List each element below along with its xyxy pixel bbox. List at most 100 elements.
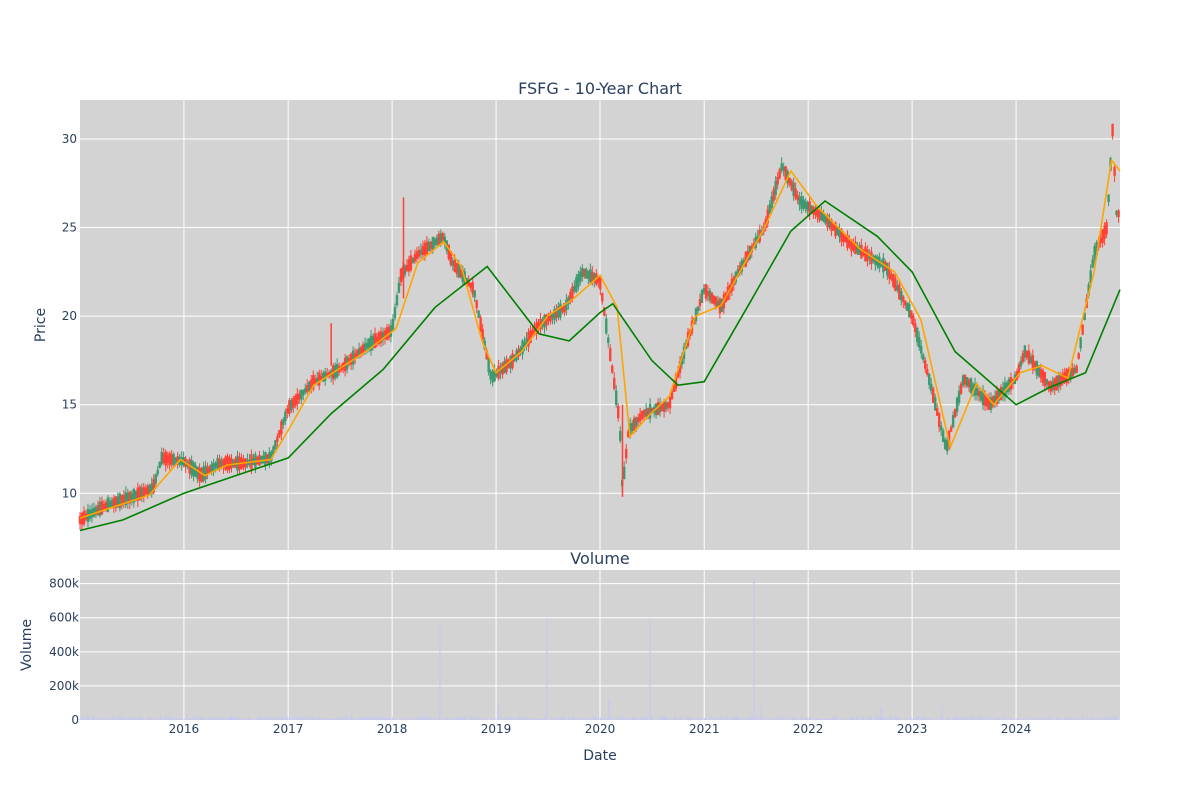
x-tick-label: 2021 bbox=[689, 722, 720, 736]
candle-body bbox=[591, 271, 594, 282]
candle-body bbox=[593, 273, 596, 283]
candle-body bbox=[774, 180, 777, 195]
candle-body bbox=[166, 455, 169, 463]
candle-body bbox=[678, 361, 682, 373]
candle-body bbox=[623, 467, 626, 480]
candle-body bbox=[601, 292, 604, 302]
candle-body bbox=[126, 492, 130, 504]
candle-body bbox=[142, 487, 145, 497]
candle-body bbox=[156, 469, 159, 475]
candle-body bbox=[820, 212, 823, 221]
candle-body bbox=[349, 353, 353, 365]
candle-body bbox=[389, 325, 393, 337]
candle-body bbox=[694, 308, 698, 322]
candle-body bbox=[806, 202, 809, 212]
candle-body bbox=[172, 453, 175, 466]
candle-body bbox=[130, 493, 134, 501]
candle-body bbox=[1073, 367, 1076, 374]
candle-body bbox=[529, 330, 532, 343]
candle-body bbox=[208, 466, 211, 473]
candle-body bbox=[483, 340, 486, 350]
candle-body bbox=[302, 390, 305, 396]
candle-body bbox=[565, 299, 568, 311]
candle-body bbox=[451, 260, 454, 266]
candle-body bbox=[519, 347, 522, 353]
candle-body bbox=[487, 358, 490, 373]
candle-body bbox=[152, 479, 155, 493]
candle-body bbox=[951, 415, 955, 428]
candle-body bbox=[323, 371, 327, 381]
candle-body bbox=[708, 290, 712, 301]
candle-body bbox=[222, 458, 225, 468]
candle-body bbox=[1115, 210, 1118, 216]
candle-body bbox=[511, 353, 514, 368]
candle-body bbox=[485, 350, 488, 360]
candle-body bbox=[306, 385, 309, 392]
candle-body bbox=[453, 259, 456, 272]
candle-body bbox=[118, 493, 122, 509]
candle-body bbox=[961, 375, 965, 386]
candle-body bbox=[112, 498, 116, 508]
candle-body bbox=[579, 271, 582, 282]
price-y-ticks: 10 15 20 25 30 bbox=[62, 132, 77, 500]
candle-body bbox=[421, 246, 425, 256]
candle-body bbox=[385, 327, 389, 340]
x-tick-label: 2020 bbox=[585, 722, 616, 736]
candle-body bbox=[320, 375, 323, 381]
candle-body bbox=[447, 244, 450, 259]
price-y-tick-label: 30 bbox=[62, 132, 77, 146]
candle-body bbox=[698, 299, 702, 306]
candle-body bbox=[413, 253, 417, 262]
candle-body bbox=[800, 196, 803, 210]
candle-body bbox=[864, 246, 867, 262]
volume-y-tick-label: 600k bbox=[49, 611, 79, 625]
candle-body bbox=[220, 460, 223, 467]
candle-body bbox=[780, 163, 783, 170]
candle-body bbox=[571, 286, 574, 299]
candle-body bbox=[858, 245, 861, 255]
candle-body bbox=[465, 277, 468, 284]
volume-x-ticks: 2016 2017 2018 2019 2020 2021 2022 2023 2024 bbox=[169, 722, 1032, 736]
candle-body bbox=[672, 384, 676, 392]
candle-body bbox=[439, 233, 443, 244]
candle-body bbox=[499, 367, 502, 374]
candle-body bbox=[646, 407, 650, 417]
candle-body bbox=[1023, 345, 1027, 358]
candle-body bbox=[288, 400, 291, 414]
candle-body bbox=[589, 269, 592, 283]
x-tick-label: 2024 bbox=[1001, 722, 1032, 736]
candle-body bbox=[650, 407, 654, 414]
candle-body bbox=[409, 255, 413, 271]
candle-body bbox=[276, 436, 279, 442]
candle-body bbox=[355, 350, 359, 358]
candle-body bbox=[300, 389, 303, 400]
candle-body bbox=[210, 464, 213, 473]
candle-body bbox=[840, 228, 843, 242]
x-tick-label: 2017 bbox=[273, 722, 304, 736]
candle-body bbox=[959, 383, 963, 394]
candle-body bbox=[555, 308, 558, 319]
candle-body bbox=[704, 284, 708, 299]
candle-body bbox=[888, 267, 891, 279]
candle-body bbox=[1057, 375, 1060, 388]
candle-body bbox=[810, 205, 813, 214]
candle-body bbox=[985, 397, 989, 407]
candle-body bbox=[611, 365, 614, 373]
candle-body bbox=[433, 239, 437, 246]
candle-body bbox=[890, 273, 893, 280]
candle-body bbox=[846, 234, 849, 249]
candle-body bbox=[296, 393, 299, 405]
candle-body bbox=[218, 458, 221, 468]
candle-body bbox=[977, 391, 981, 397]
candle-body bbox=[1099, 238, 1102, 243]
candle-body bbox=[778, 169, 781, 179]
candle-body bbox=[318, 372, 321, 386]
candle-body bbox=[104, 502, 108, 510]
candle-body bbox=[561, 306, 564, 312]
candle-body bbox=[270, 451, 273, 462]
candle-body bbox=[365, 342, 369, 349]
candle-body bbox=[642, 409, 646, 417]
candle-body bbox=[491, 371, 494, 383]
candle-body bbox=[116, 496, 120, 507]
